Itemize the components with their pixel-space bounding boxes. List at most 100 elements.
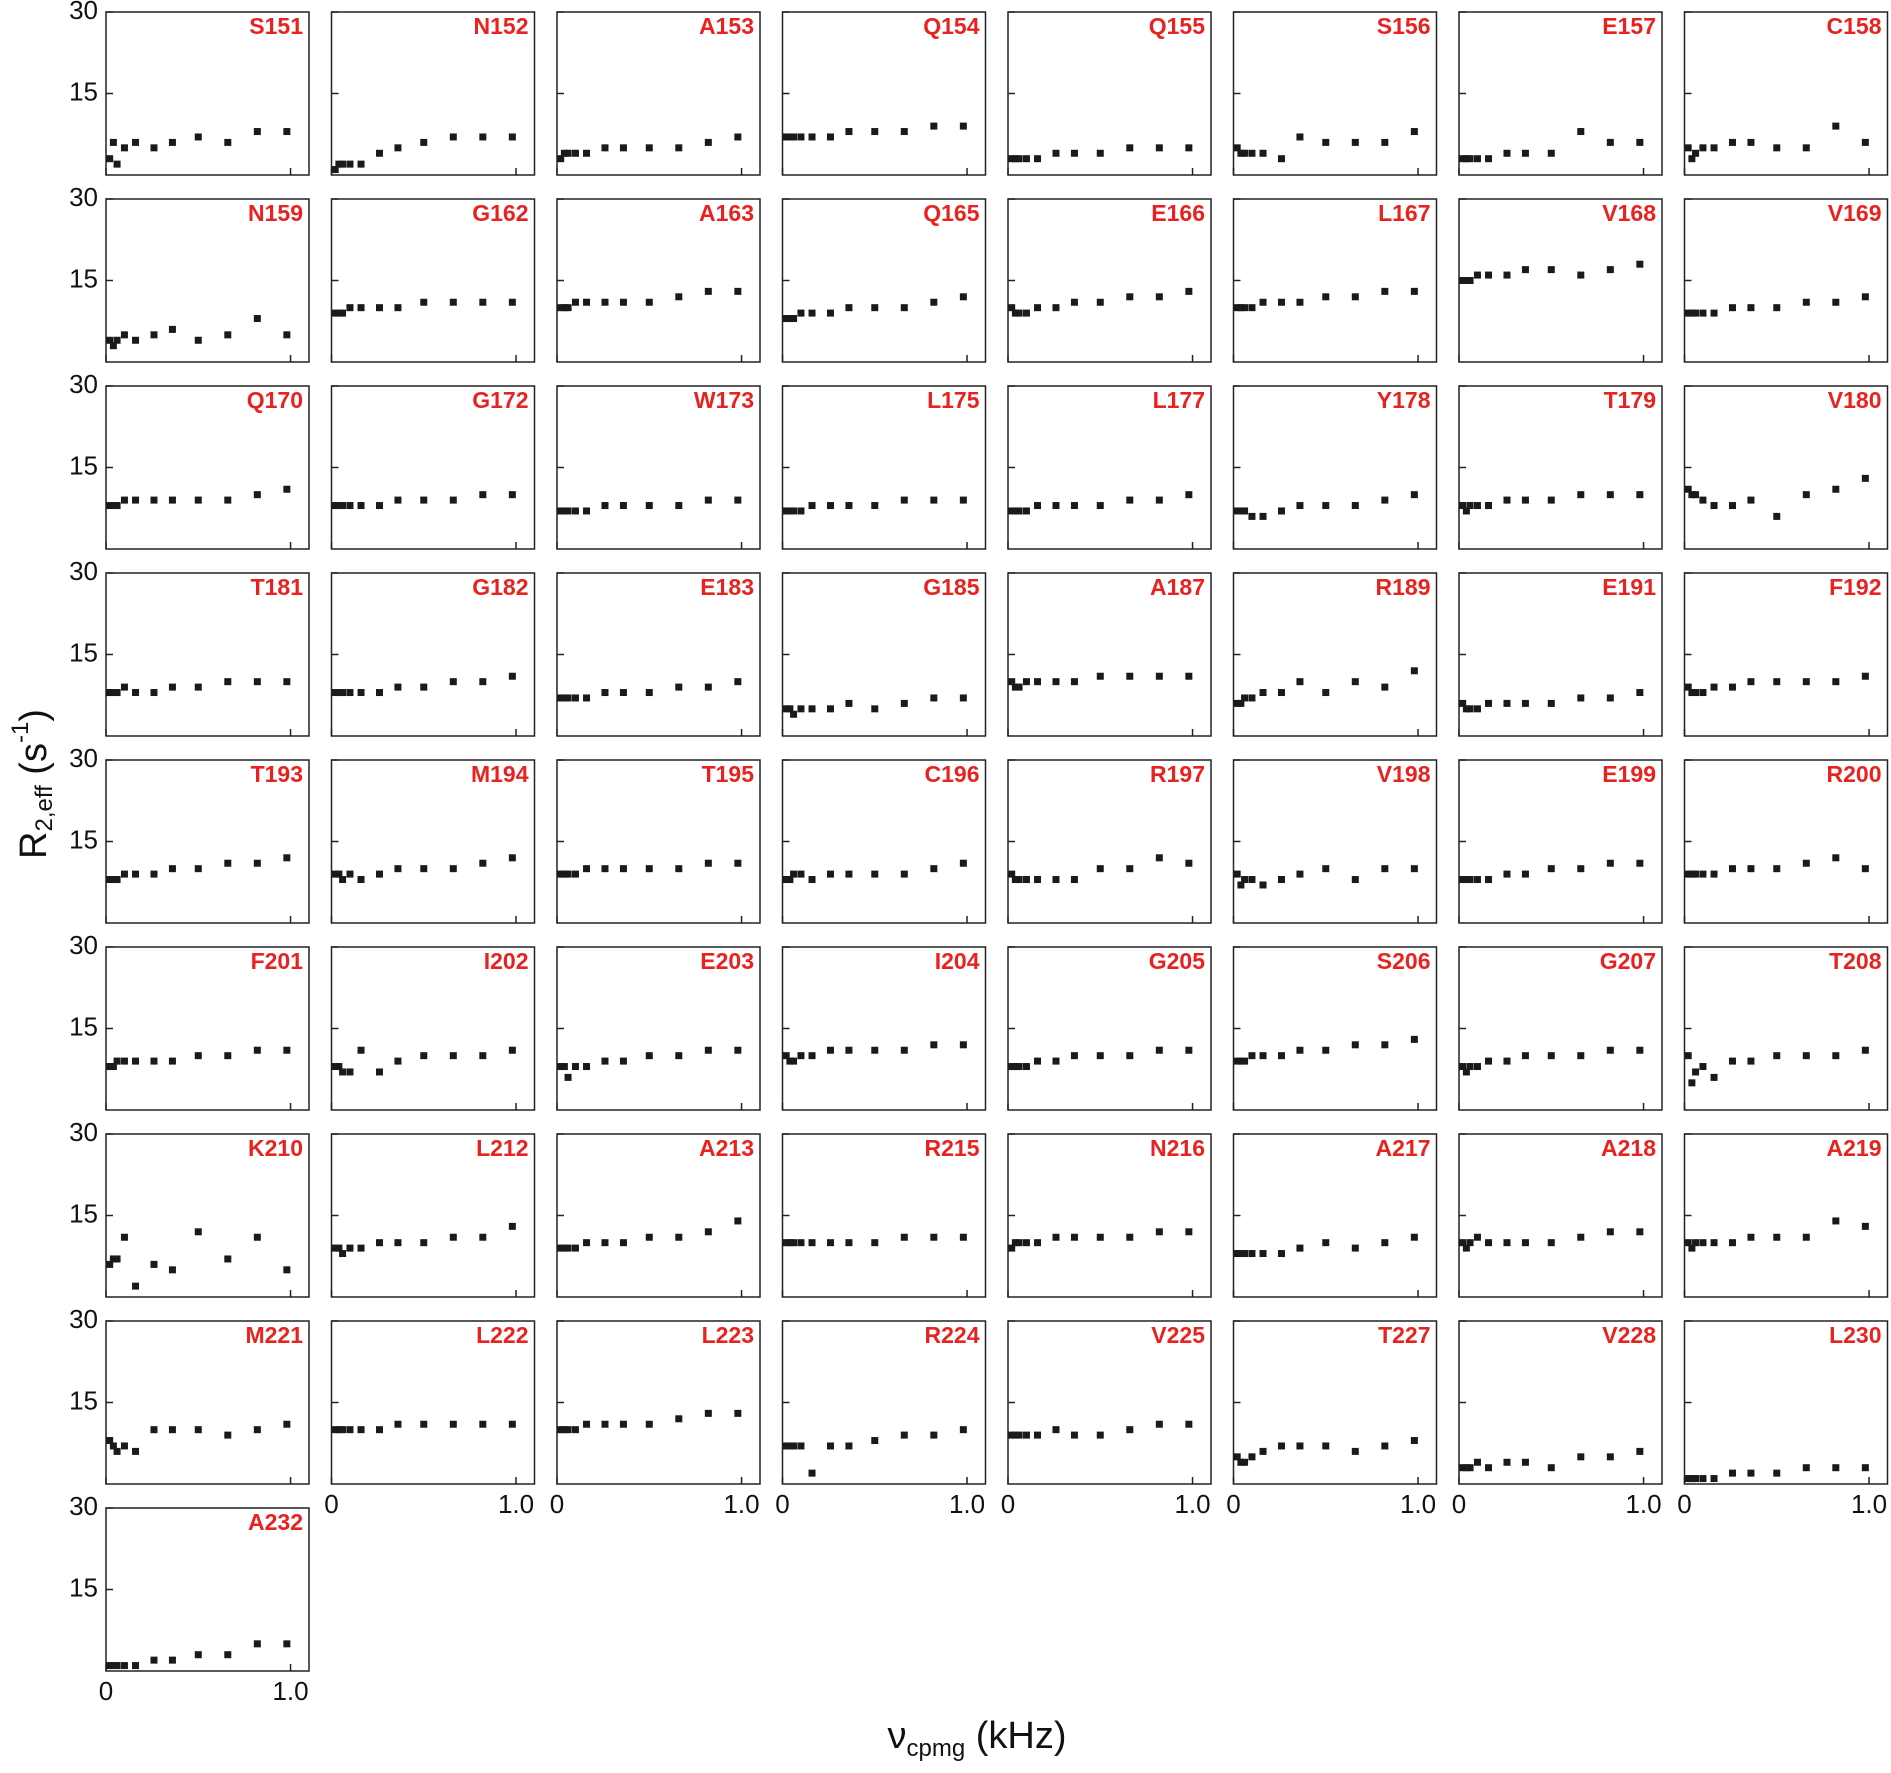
point	[786, 1442, 794, 1450]
y-tick-label: 15	[69, 637, 98, 667]
x-tick-label: 0	[1226, 1489, 1240, 1519]
point	[1503, 1458, 1511, 1466]
point	[1155, 1046, 1163, 1054]
point	[1241, 1057, 1249, 1065]
point	[132, 336, 140, 344]
point	[1233, 507, 1241, 515]
point	[1710, 309, 1718, 317]
point	[704, 683, 712, 691]
point	[1577, 128, 1585, 136]
point	[1710, 502, 1718, 510]
point	[1636, 689, 1644, 697]
point	[675, 865, 683, 873]
point	[1322, 138, 1330, 146]
panel: C196	[781, 759, 987, 924]
point	[1684, 485, 1692, 493]
point	[1466, 502, 1474, 510]
panel: A213	[556, 1133, 761, 1298]
point	[1277, 1052, 1285, 1060]
panel-label: G207	[1600, 948, 1656, 974]
x-tick-label: 1.0	[1625, 1489, 1661, 1519]
point	[335, 870, 343, 878]
point	[1008, 678, 1016, 686]
y-tick-label: 30	[69, 369, 98, 399]
point	[132, 1662, 140, 1670]
panel: R215	[781, 1133, 987, 1298]
point	[619, 298, 627, 306]
point	[645, 1052, 653, 1060]
point	[331, 1063, 339, 1071]
point	[871, 705, 879, 713]
point	[1577, 1453, 1585, 1461]
point	[1466, 705, 1474, 713]
point	[479, 1233, 487, 1241]
point	[1008, 1431, 1016, 1439]
point	[1684, 1475, 1692, 1483]
point	[1155, 1228, 1163, 1236]
point	[168, 1656, 176, 1664]
point	[571, 1063, 579, 1071]
point	[1351, 1244, 1359, 1252]
point	[1015, 507, 1023, 515]
point	[1277, 1250, 1285, 1258]
point	[959, 1041, 967, 1049]
point	[132, 1447, 140, 1455]
panel-label: V198	[1377, 761, 1431, 787]
point	[560, 304, 568, 312]
panel-label: A163	[699, 200, 754, 226]
panel: 0 1.0 L230	[1677, 1320, 1889, 1519]
point	[394, 683, 402, 691]
point	[335, 502, 343, 510]
point	[1296, 870, 1304, 878]
point	[253, 1426, 261, 1434]
point	[797, 1442, 805, 1450]
point	[564, 1426, 572, 1434]
point	[1503, 870, 1511, 878]
point	[1710, 683, 1718, 691]
xlabel-part: (kHz)	[965, 1715, 1066, 1757]
point	[1547, 149, 1555, 157]
point	[930, 1431, 938, 1439]
point	[1473, 1458, 1481, 1466]
panel: 15 30 M221	[69, 1304, 310, 1485]
point	[1747, 865, 1755, 873]
point	[375, 870, 383, 878]
panel: E183	[556, 572, 761, 737]
y-axis-label: R2,eff (s-1)	[7, 709, 58, 859]
point	[1503, 1057, 1511, 1065]
point	[1070, 1431, 1078, 1439]
point	[357, 502, 365, 510]
point	[1473, 705, 1481, 713]
point	[1606, 859, 1614, 867]
point	[1832, 1052, 1840, 1060]
point	[194, 1052, 202, 1060]
point	[1248, 512, 1256, 520]
point	[1861, 138, 1869, 146]
point	[797, 870, 805, 878]
point	[1684, 1239, 1692, 1247]
panel-label: G185	[923, 574, 979, 600]
panel: C158	[1683, 11, 1889, 176]
point	[601, 502, 609, 510]
point	[132, 496, 140, 504]
point	[168, 1266, 176, 1274]
panel: Q155	[1007, 11, 1212, 176]
panel-label: C158	[1827, 13, 1882, 39]
point	[1692, 689, 1700, 697]
point	[132, 1057, 140, 1065]
x-axis-label: νcpmg (kHz)	[888, 1715, 1067, 1762]
point	[346, 304, 354, 312]
point	[1688, 155, 1696, 163]
y-tick-label: 15	[69, 1198, 98, 1228]
panel-label: T181	[251, 574, 304, 600]
point	[734, 1217, 742, 1225]
point	[1684, 683, 1692, 691]
point	[1241, 304, 1249, 312]
point	[106, 155, 114, 163]
point	[1022, 678, 1030, 686]
point	[1861, 474, 1869, 482]
panel: S206	[1232, 946, 1438, 1111]
panel: T179	[1458, 385, 1663, 550]
point	[826, 1239, 834, 1247]
panel-label: V169	[1828, 200, 1882, 226]
